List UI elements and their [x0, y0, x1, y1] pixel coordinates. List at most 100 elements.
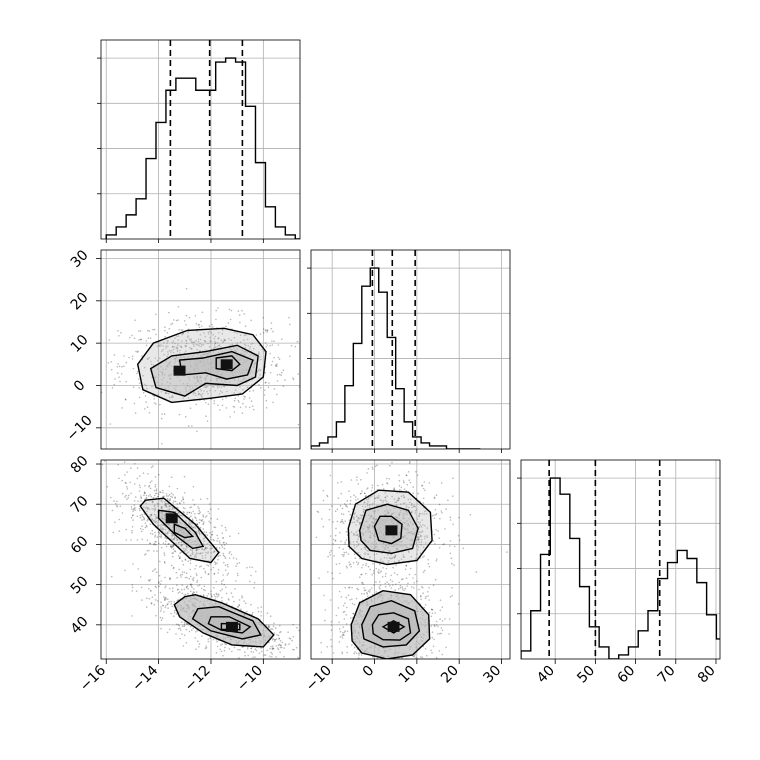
sample-point [176, 349, 179, 351]
sample-point [384, 582, 387, 585]
sample-point [161, 371, 164, 374]
sample-point [228, 557, 231, 559]
sample-point [200, 345, 202, 348]
sample-point [171, 395, 173, 397]
sample-point [204, 572, 207, 574]
sample-point [205, 340, 207, 343]
sample-point [363, 492, 366, 495]
sample-point [333, 555, 335, 557]
sample-point [164, 392, 167, 394]
sample-point [361, 490, 363, 492]
sample-point [173, 362, 176, 364]
sample-point [214, 598, 217, 600]
sample-point [251, 613, 254, 616]
sample-point [377, 572, 380, 574]
sample-point [207, 640, 210, 643]
sample-point [360, 654, 363, 656]
sample-point [138, 396, 141, 399]
sample-point [403, 517, 406, 520]
sample-point [183, 492, 186, 494]
sample-point [126, 471, 128, 473]
sample-point [197, 379, 200, 381]
sample-point [209, 563, 211, 565]
sample-point [220, 650, 223, 653]
sample-point [193, 556, 196, 558]
sample-point [382, 488, 385, 490]
sample-point [211, 547, 213, 549]
sample-point [343, 618, 346, 620]
sample-point [126, 498, 128, 500]
sample-point [209, 330, 211, 333]
sample-point [218, 540, 221, 542]
sample-point [283, 656, 285, 658]
sample-point [197, 390, 200, 393]
sample-point [199, 552, 202, 555]
sample-point [153, 505, 156, 508]
sample-point [400, 540, 403, 543]
sample-point [147, 473, 149, 475]
sample-point [271, 628, 274, 630]
sample-point [241, 309, 243, 312]
sample-point [271, 360, 274, 363]
sample-point [402, 556, 405, 558]
sample-point [246, 566, 248, 569]
sample-point [154, 534, 157, 537]
sample-point [202, 515, 205, 518]
sample-point [204, 589, 206, 592]
sample-point [136, 351, 139, 353]
sample-point [206, 375, 208, 377]
sample-point [121, 512, 124, 514]
sample-point [196, 532, 198, 534]
sample-point [422, 546, 425, 548]
sample-point [399, 584, 402, 587]
sample-point [186, 336, 189, 338]
sample-point [216, 534, 218, 537]
sample-point [348, 564, 351, 566]
sample-point [189, 548, 192, 551]
sample-point [362, 534, 364, 536]
sample-point [174, 500, 177, 503]
sample-point [184, 386, 187, 389]
sample-point [156, 381, 159, 383]
sample-point [167, 523, 170, 526]
sample-point [173, 601, 175, 603]
sample-point [132, 386, 135, 388]
sample-point [400, 495, 403, 497]
sample-point [415, 542, 417, 544]
sample-point [432, 584, 435, 586]
sample-point [246, 610, 248, 613]
sample-point [181, 515, 184, 517]
sample-point [186, 547, 188, 549]
sample-point [364, 660, 366, 662]
sample-point [408, 531, 411, 534]
sample-point [335, 563, 338, 566]
sample-point [156, 359, 159, 362]
sample-point [157, 495, 159, 498]
sample-point [170, 537, 172, 540]
sample-point [165, 503, 167, 505]
sample-point [384, 492, 387, 494]
x-tick-label: −12 [182, 663, 214, 695]
sample-point [297, 656, 299, 659]
sample-point [223, 385, 225, 387]
sample-point [281, 371, 283, 374]
sample-point [172, 534, 175, 536]
sample-point [449, 552, 452, 555]
sample-point [212, 334, 215, 336]
sample-point [192, 485, 195, 488]
sample-point [176, 376, 179, 379]
sample-point [275, 365, 278, 367]
sample-point [161, 372, 163, 374]
sample-point [183, 539, 185, 541]
sample-point [268, 626, 271, 628]
sample-point [449, 540, 452, 542]
sample-point [346, 505, 348, 508]
sample-point [410, 530, 413, 533]
sample-point [237, 648, 239, 651]
sample-point [191, 340, 193, 343]
sample-point [184, 507, 186, 510]
sample-point [177, 542, 180, 544]
x-axis-1: −10 0 10 20 30 [303, 659, 504, 695]
sample-point [177, 507, 179, 509]
sample-point [265, 381, 267, 384]
